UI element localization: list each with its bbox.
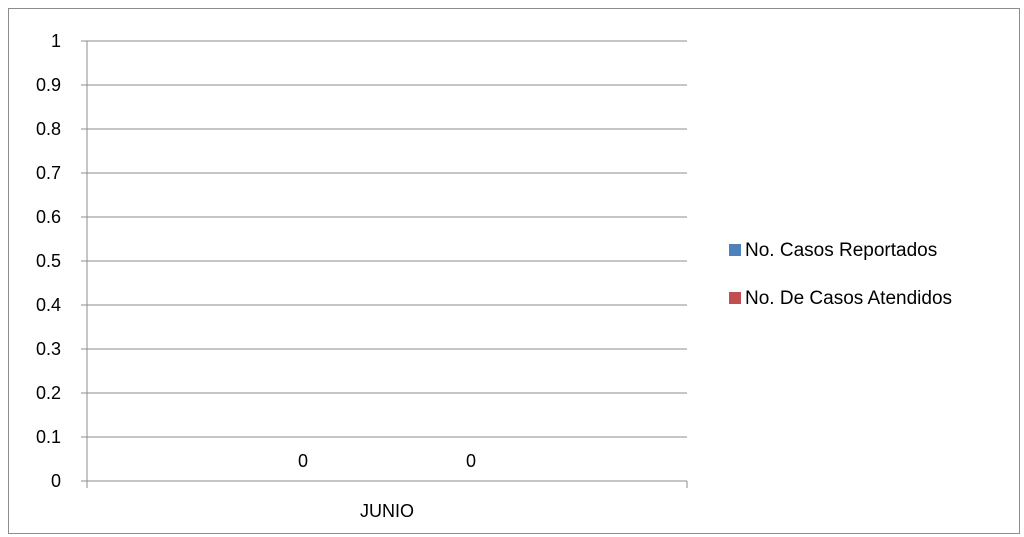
y-tick-label: 0.2 [36, 383, 61, 403]
y-tick-label: 1 [51, 31, 61, 51]
gridlines [87, 40, 687, 438]
y-tick-label: 0.4 [36, 295, 61, 315]
axes [81, 40, 688, 488]
x-axis-tick-labels: JUNIO [360, 501, 414, 521]
y-tick-label: 0.7 [36, 163, 61, 183]
y-tick-label: 0.8 [36, 119, 61, 139]
y-tick-label: 0.1 [36, 427, 61, 447]
y-tick-label: 0 [51, 471, 61, 491]
legend-label: No. De Casos Atendidos [745, 288, 952, 309]
legend-swatch [729, 292, 741, 304]
y-tick-label: 0.6 [36, 207, 61, 227]
x-tick-label: JUNIO [360, 501, 414, 521]
y-axis-tick-labels: 0 0.1 0.2 0.3 0.4 0.5 0.6 0.7 0.8 0.9 1 [36, 31, 61, 491]
y-tick-label: 0.5 [36, 251, 61, 271]
legend-label: No. Casos Reportados [745, 240, 937, 261]
legend: No. Casos Reportados No. De Casos Atendid… [729, 240, 952, 309]
y-tick-label: 0.9 [36, 75, 61, 95]
data-label: 0 [298, 451, 308, 471]
legend-swatch [729, 244, 741, 256]
data-label: 0 [466, 451, 476, 471]
y-tick-label: 0.3 [36, 339, 61, 359]
